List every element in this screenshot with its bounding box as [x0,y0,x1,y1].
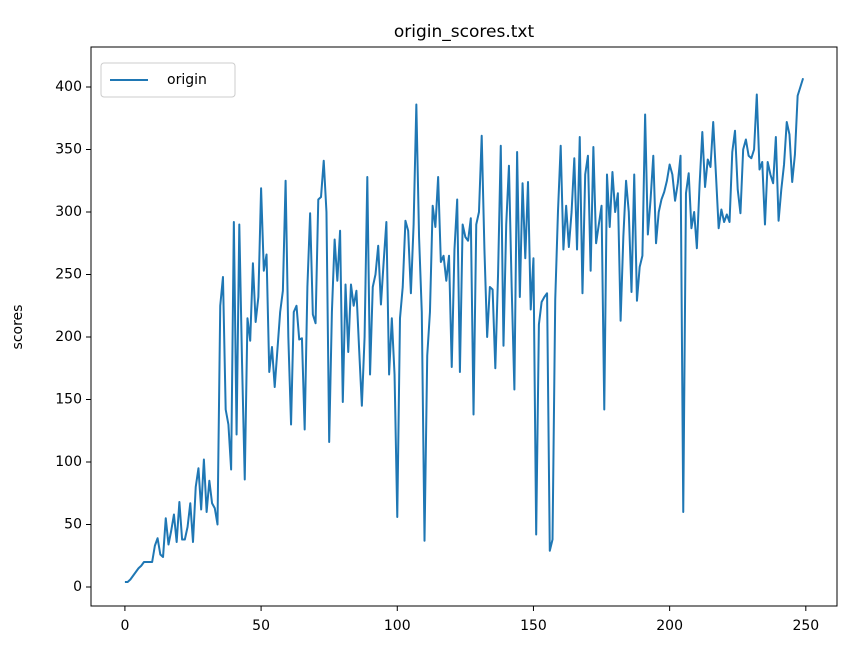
chart-title: origin_scores.txt [394,22,535,42]
x-tick-label: 0 [120,618,129,634]
y-axis-label: scores [10,305,26,350]
x-tick-label: 200 [656,618,683,634]
x-tick-label: 150 [520,618,547,634]
y-tick-label: 200 [55,329,82,345]
y-tick-label: 50 [64,517,82,533]
y-tick-label: 250 [55,267,82,283]
y-tick-label: 100 [55,454,82,470]
legend-box [100,62,236,98]
x-tick-label: 50 [252,618,270,634]
legend-label: origin [167,72,207,88]
plot-frame [90,46,838,607]
x-tick-label: 250 [792,618,819,634]
y-tick-label: 350 [55,142,82,158]
y-tick-label: 150 [55,392,82,408]
y-tick-label: 300 [55,204,82,220]
y-tick-label: 400 [55,79,82,95]
line-series [124,77,805,583]
y-tick-label: 0 [73,579,82,595]
x-tick-label: 100 [384,618,411,634]
